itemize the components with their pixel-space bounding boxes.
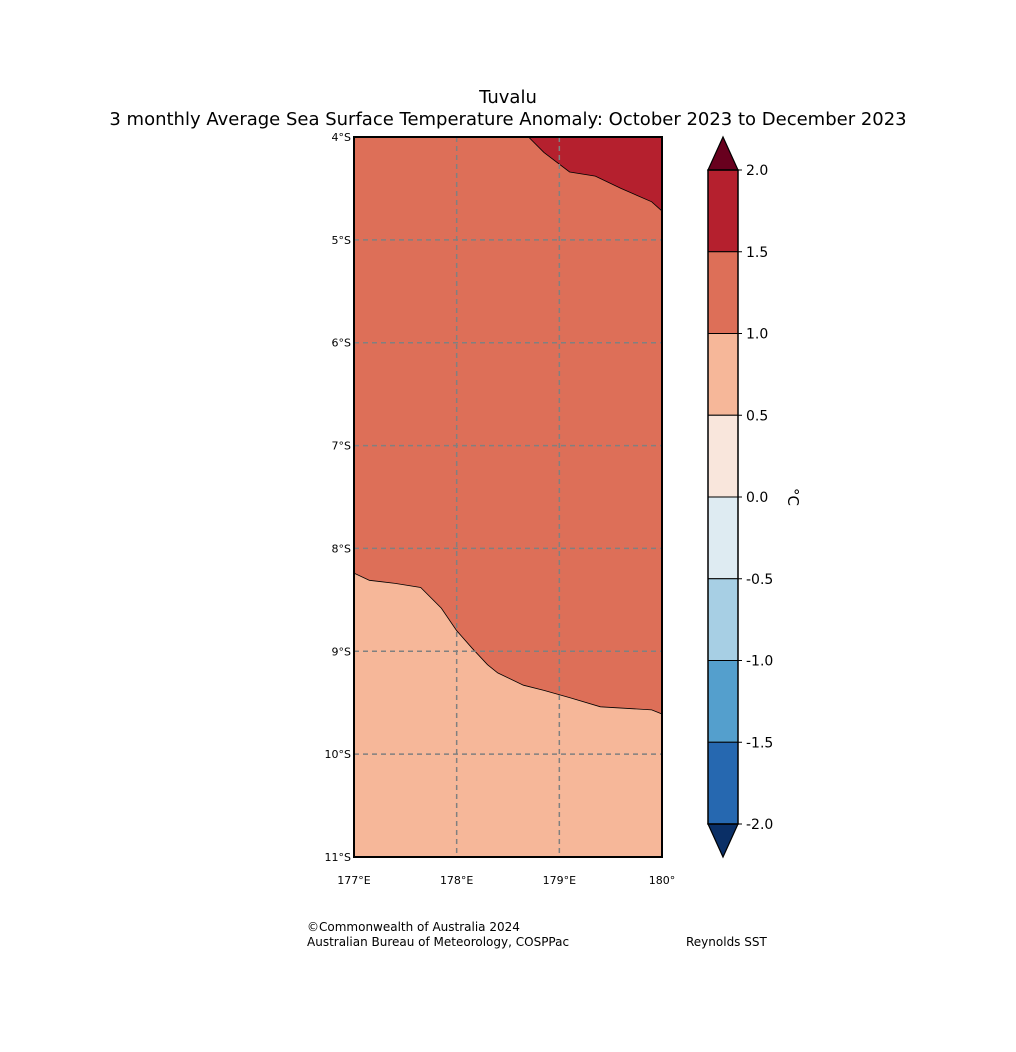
colorbar-segment — [707, 578, 739, 661]
map-frame — [353, 136, 663, 858]
zone-anomaly-0-5-to-1-0 — [354, 573, 662, 857]
colorbar-tick-label: 1.0 — [746, 327, 768, 343]
lon-tick-label: 177°E — [337, 874, 370, 887]
colorbar-segment — [707, 251, 739, 334]
graticule — [354, 137, 662, 857]
lat-tick-label: 5°S — [332, 234, 351, 247]
lon-tick-label: 180° — [649, 874, 676, 887]
colorbar-segment — [707, 414, 739, 498]
colorbar-extend-min — [707, 823, 739, 859]
lat-tick-label: 7°S — [332, 440, 351, 453]
colorbar-segment — [707, 741, 739, 825]
data-source-credit: Reynolds SST — [686, 935, 767, 949]
colorbar-tick-label: -2.0 — [746, 817, 773, 833]
colorbar-segment — [707, 169, 739, 253]
lat-tick-label: 6°S — [332, 337, 351, 350]
lon-tick-label: 178°E — [440, 874, 473, 887]
colorbar-tick-label: 0.5 — [746, 408, 768, 424]
colorbar-tick-label: -1.5 — [746, 735, 773, 751]
colorbar-tick-label: -0.5 — [746, 572, 773, 588]
colorbar-unit-label: °C — [784, 488, 802, 506]
map-title: Tuvalu — [479, 87, 537, 108]
zone-anomaly-1-5-to-2-0 — [528, 137, 662, 212]
lat-tick-label: 11°S — [325, 851, 351, 864]
copyright-notice: ©Commonwealth of Australia 2024 — [307, 920, 520, 934]
lat-tick-label: 8°S — [332, 542, 351, 555]
organisation-credit: Australian Bureau of Meteorology, COSPPa… — [307, 935, 570, 949]
lat-tick-label: 9°S — [332, 645, 351, 658]
colorbar-tick-label: -1.0 — [746, 654, 773, 670]
map-subtitle: 3 monthly Average Sea Surface Temperatur… — [109, 109, 907, 130]
lat-tick-label: 10°S — [325, 748, 351, 761]
contour-line-1-0 — [353, 572, 663, 715]
lat-tick-label: 4°S — [332, 131, 351, 144]
colorbar-segment — [707, 660, 739, 743]
colorbar-tick-label: 2.0 — [746, 163, 768, 179]
colorbar: 2.0 1.5 1.0 0.5 0.0 -0.5 -1.0 -1.5 -2.0 °C — [707, 135, 802, 859]
colorbar-segment — [707, 496, 739, 580]
map-fill-layer — [353, 136, 663, 857]
lon-tick-label: 179°E — [543, 874, 576, 887]
contour-line-1-5 — [528, 136, 663, 212]
colorbar-tick-label: 0.0 — [746, 490, 768, 506]
colorbar-extend-max — [707, 135, 739, 171]
colorbar-tick-label: 1.5 — [746, 245, 768, 261]
colorbar-segment — [707, 333, 739, 416]
map-axis-labels: 4°S 5°S 6°S 7°S 8°S 9°S 10°S 11°S 177°E 178°E 179°… — [325, 131, 676, 887]
